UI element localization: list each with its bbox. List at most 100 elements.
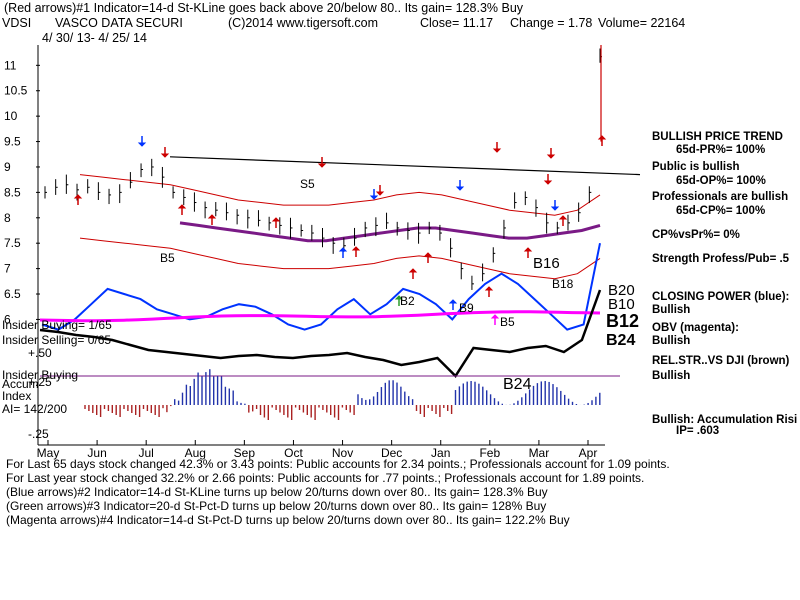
resistance-line bbox=[169, 156, 641, 176]
y-tick-label: 11 bbox=[4, 58, 17, 72]
y-axis-ticks: 11 10.5 10 9.5 9 8.5 8 7.5 7 6.5 6 bbox=[4, 58, 40, 326]
arrow-head bbox=[484, 286, 494, 291]
arrow-head bbox=[338, 247, 348, 252]
accum-status: Bullish: Accumulation Risi bbox=[652, 414, 797, 426]
signal-label: B2 bbox=[400, 294, 415, 308]
signal-label: B18 bbox=[552, 277, 574, 291]
arrow-head bbox=[160, 153, 170, 158]
signal-label: B12 bbox=[606, 311, 639, 331]
y-tick-label: 7 bbox=[4, 262, 11, 276]
header-symbol: VDSI bbox=[2, 16, 31, 30]
arrow-head bbox=[177, 204, 187, 209]
signal-label: B24 bbox=[503, 376, 532, 393]
header-copyright: (C)2014 www.tigersoft.com bbox=[228, 16, 378, 30]
accum-y-label: -.25 bbox=[28, 427, 49, 441]
arrow-head bbox=[73, 194, 83, 199]
lower-band bbox=[79, 237, 601, 280]
x-tick-label: Dec bbox=[381, 446, 402, 460]
ip-stat: IP= .603 bbox=[676, 425, 719, 437]
signal-arrows bbox=[73, 135, 607, 325]
accum-y-label: +.50 bbox=[28, 346, 52, 360]
header-line1: (Red arrows)#1 Indicator=14-d St-KLine g… bbox=[4, 1, 524, 15]
x-tick-label: Mar bbox=[529, 446, 550, 460]
arrow-head bbox=[543, 180, 553, 185]
accum-label: Accum bbox=[2, 377, 39, 391]
footer-line5: (Magenta arrows)#4 Indicator=14-d St-Pct… bbox=[6, 513, 570, 527]
upper-band bbox=[79, 174, 601, 216]
strength-stat: Strength Profess/Pub= .5 bbox=[652, 253, 790, 265]
arrow-head bbox=[317, 163, 327, 168]
y-tick-label: 8 bbox=[4, 211, 11, 225]
ai-label: AI= 142/200 bbox=[2, 402, 67, 416]
pr-stat: 65d-PR%= 100% bbox=[676, 144, 765, 156]
public-stat: Public is bullish bbox=[652, 161, 740, 173]
arrow-head bbox=[369, 195, 379, 200]
relstr-title: REL.STR..VS DJI (brown) bbox=[652, 355, 790, 367]
signal-label: B16 bbox=[533, 255, 560, 272]
moving-average-line bbox=[179, 221, 601, 243]
obv-title: OBV (magenta): bbox=[652, 322, 739, 334]
x-tick-label: May bbox=[37, 446, 60, 460]
y-tick-label: 6 bbox=[4, 312, 11, 326]
signal-label: B5 bbox=[160, 251, 175, 265]
arrow-head bbox=[207, 214, 217, 219]
trend-title: BULLISH PRICE TREND bbox=[652, 131, 783, 143]
signal-label: S5 bbox=[300, 177, 315, 191]
arrow-head bbox=[448, 299, 458, 304]
relative-strength-line bbox=[39, 289, 602, 378]
x-tick-label: Jun bbox=[87, 446, 106, 460]
closing-power-line bbox=[41, 243, 601, 331]
arrow-head bbox=[137, 142, 147, 147]
x-axis-labels: May Jun Jul Aug Sep Oct Nov Dec Jan Feb Mar Apr bbox=[37, 440, 598, 460]
arrow-head bbox=[546, 154, 556, 159]
insider-selling-ratio: Insider Selling= 0/65 bbox=[2, 333, 111, 347]
arrow-head bbox=[423, 252, 433, 257]
arrow-head bbox=[351, 246, 361, 251]
arrow-head bbox=[375, 191, 385, 196]
lower-band-path bbox=[79, 237, 601, 280]
arrow-head bbox=[271, 217, 281, 222]
closing-power-path bbox=[41, 243, 601, 331]
obv-path bbox=[39, 310, 601, 323]
closing-power-value: Bullish bbox=[652, 304, 690, 316]
header-company: VASCO DATA SECURI bbox=[55, 16, 183, 30]
footer-line3: (Blue arrows)#2 Indicator=14-d St-KLine … bbox=[6, 485, 548, 499]
y-tick-label: 7.5 bbox=[4, 236, 21, 250]
arrow-head bbox=[455, 186, 465, 191]
insider-buying-label: Insider Buying bbox=[2, 368, 78, 382]
closing-power-title: CLOSING POWER (blue): bbox=[652, 291, 789, 303]
footer-line1: For Last 65 days stock changed 42.3% or … bbox=[6, 457, 670, 471]
header-date-range: 4/ 30/ 13- 4/ 25/ 14 bbox=[42, 31, 147, 45]
x-tick-label: Sep bbox=[234, 446, 256, 460]
arrow-head bbox=[394, 295, 404, 300]
professionals-stat: Professionals are bullish bbox=[652, 191, 788, 203]
relstr-value: Bullish bbox=[652, 370, 690, 382]
ma-path bbox=[179, 221, 601, 243]
arrow-head bbox=[550, 206, 560, 211]
resistance-path bbox=[169, 156, 641, 176]
accum-y-label: +.25 bbox=[28, 375, 52, 389]
arrow-head bbox=[490, 314, 500, 319]
arrow-head bbox=[597, 135, 607, 140]
index-label: Index bbox=[2, 389, 31, 403]
price-bars bbox=[44, 45, 602, 290]
x-tick-label: Nov bbox=[332, 446, 353, 460]
signal-label: B9 bbox=[459, 301, 474, 315]
insider-buying-ratio: Insider Buying= 1/65 bbox=[2, 318, 112, 332]
x-tick-label: Jan bbox=[431, 446, 450, 460]
y-tick-label: 10.5 bbox=[4, 84, 28, 98]
upper-band-path bbox=[79, 174, 601, 216]
x-tick-label: Aug bbox=[185, 446, 206, 460]
y-tick-label: 9.5 bbox=[4, 135, 21, 149]
x-tick-label: Jul bbox=[139, 446, 154, 460]
x-tick-label: Apr bbox=[579, 446, 598, 460]
y-tick-label: 9 bbox=[4, 160, 11, 174]
obv-value: Bullish bbox=[652, 335, 690, 347]
signal-label: B20 bbox=[608, 282, 635, 299]
arrow-head bbox=[492, 148, 502, 153]
y-tick-label: 10 bbox=[4, 109, 18, 123]
cpvspr-stat: CP%vsPr%= 0% bbox=[652, 229, 740, 241]
cp-stat: 65d-CP%= 100% bbox=[676, 205, 765, 217]
